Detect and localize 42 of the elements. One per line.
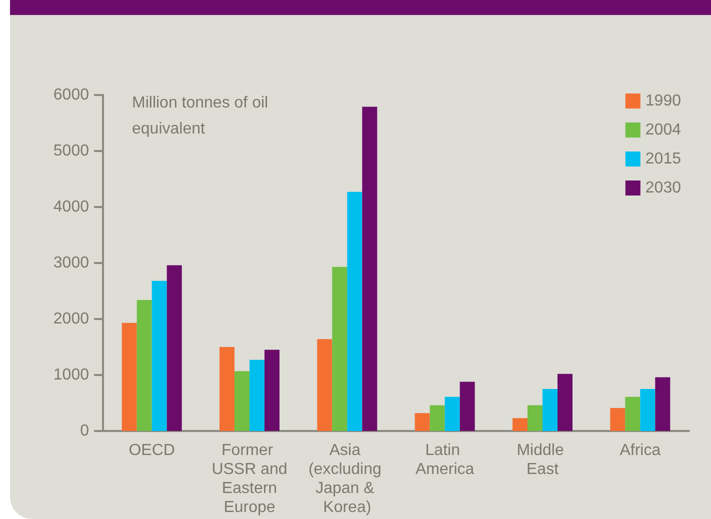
bar xyxy=(558,374,572,431)
bar xyxy=(640,389,656,431)
y-tick-label: 4000 xyxy=(53,198,90,216)
bar xyxy=(512,418,528,431)
bar xyxy=(250,360,264,431)
bar xyxy=(122,322,137,431)
bar xyxy=(610,408,626,431)
bar xyxy=(414,413,430,431)
y-tick-label: 2000 xyxy=(53,310,90,328)
bar xyxy=(347,192,362,431)
bar xyxy=(460,382,475,431)
bar xyxy=(332,266,348,431)
y-tick-label: 6000 xyxy=(53,86,90,104)
bar xyxy=(655,377,670,431)
legend-label: 2015 xyxy=(645,150,682,168)
bar xyxy=(528,405,542,431)
bar xyxy=(362,106,378,431)
x-tick-label: Former USSR and Eastern Europe xyxy=(212,442,288,516)
bar xyxy=(220,347,234,431)
legend-label: 1990 xyxy=(645,92,682,110)
x-tick-label: Middle East xyxy=(516,442,568,478)
y-tick-label: 1000 xyxy=(53,366,90,384)
bar xyxy=(542,389,558,431)
bar xyxy=(444,396,460,431)
bar xyxy=(317,339,332,431)
bar xyxy=(152,280,167,431)
x-tick-label: OECD xyxy=(128,442,175,459)
x-tick-label: Latin America xyxy=(415,442,474,478)
legend-label: 2030 xyxy=(645,180,682,196)
bar xyxy=(625,396,640,431)
x-tick-label: Africa xyxy=(620,442,661,459)
bar xyxy=(234,371,250,431)
y-tick-label: 5000 xyxy=(53,142,90,160)
y-tick-label: 3000 xyxy=(53,254,90,272)
legend-label: 2004 xyxy=(645,122,682,138)
bar xyxy=(430,405,445,431)
bar xyxy=(166,265,182,431)
y-axis-title: Million tonnes of oil equivalent xyxy=(132,94,273,138)
bar xyxy=(136,300,152,431)
x-tick-label: Asia (excluding Japan & Korea) xyxy=(308,442,386,516)
y-tick-label: 0 xyxy=(80,422,90,440)
bar xyxy=(264,350,280,431)
